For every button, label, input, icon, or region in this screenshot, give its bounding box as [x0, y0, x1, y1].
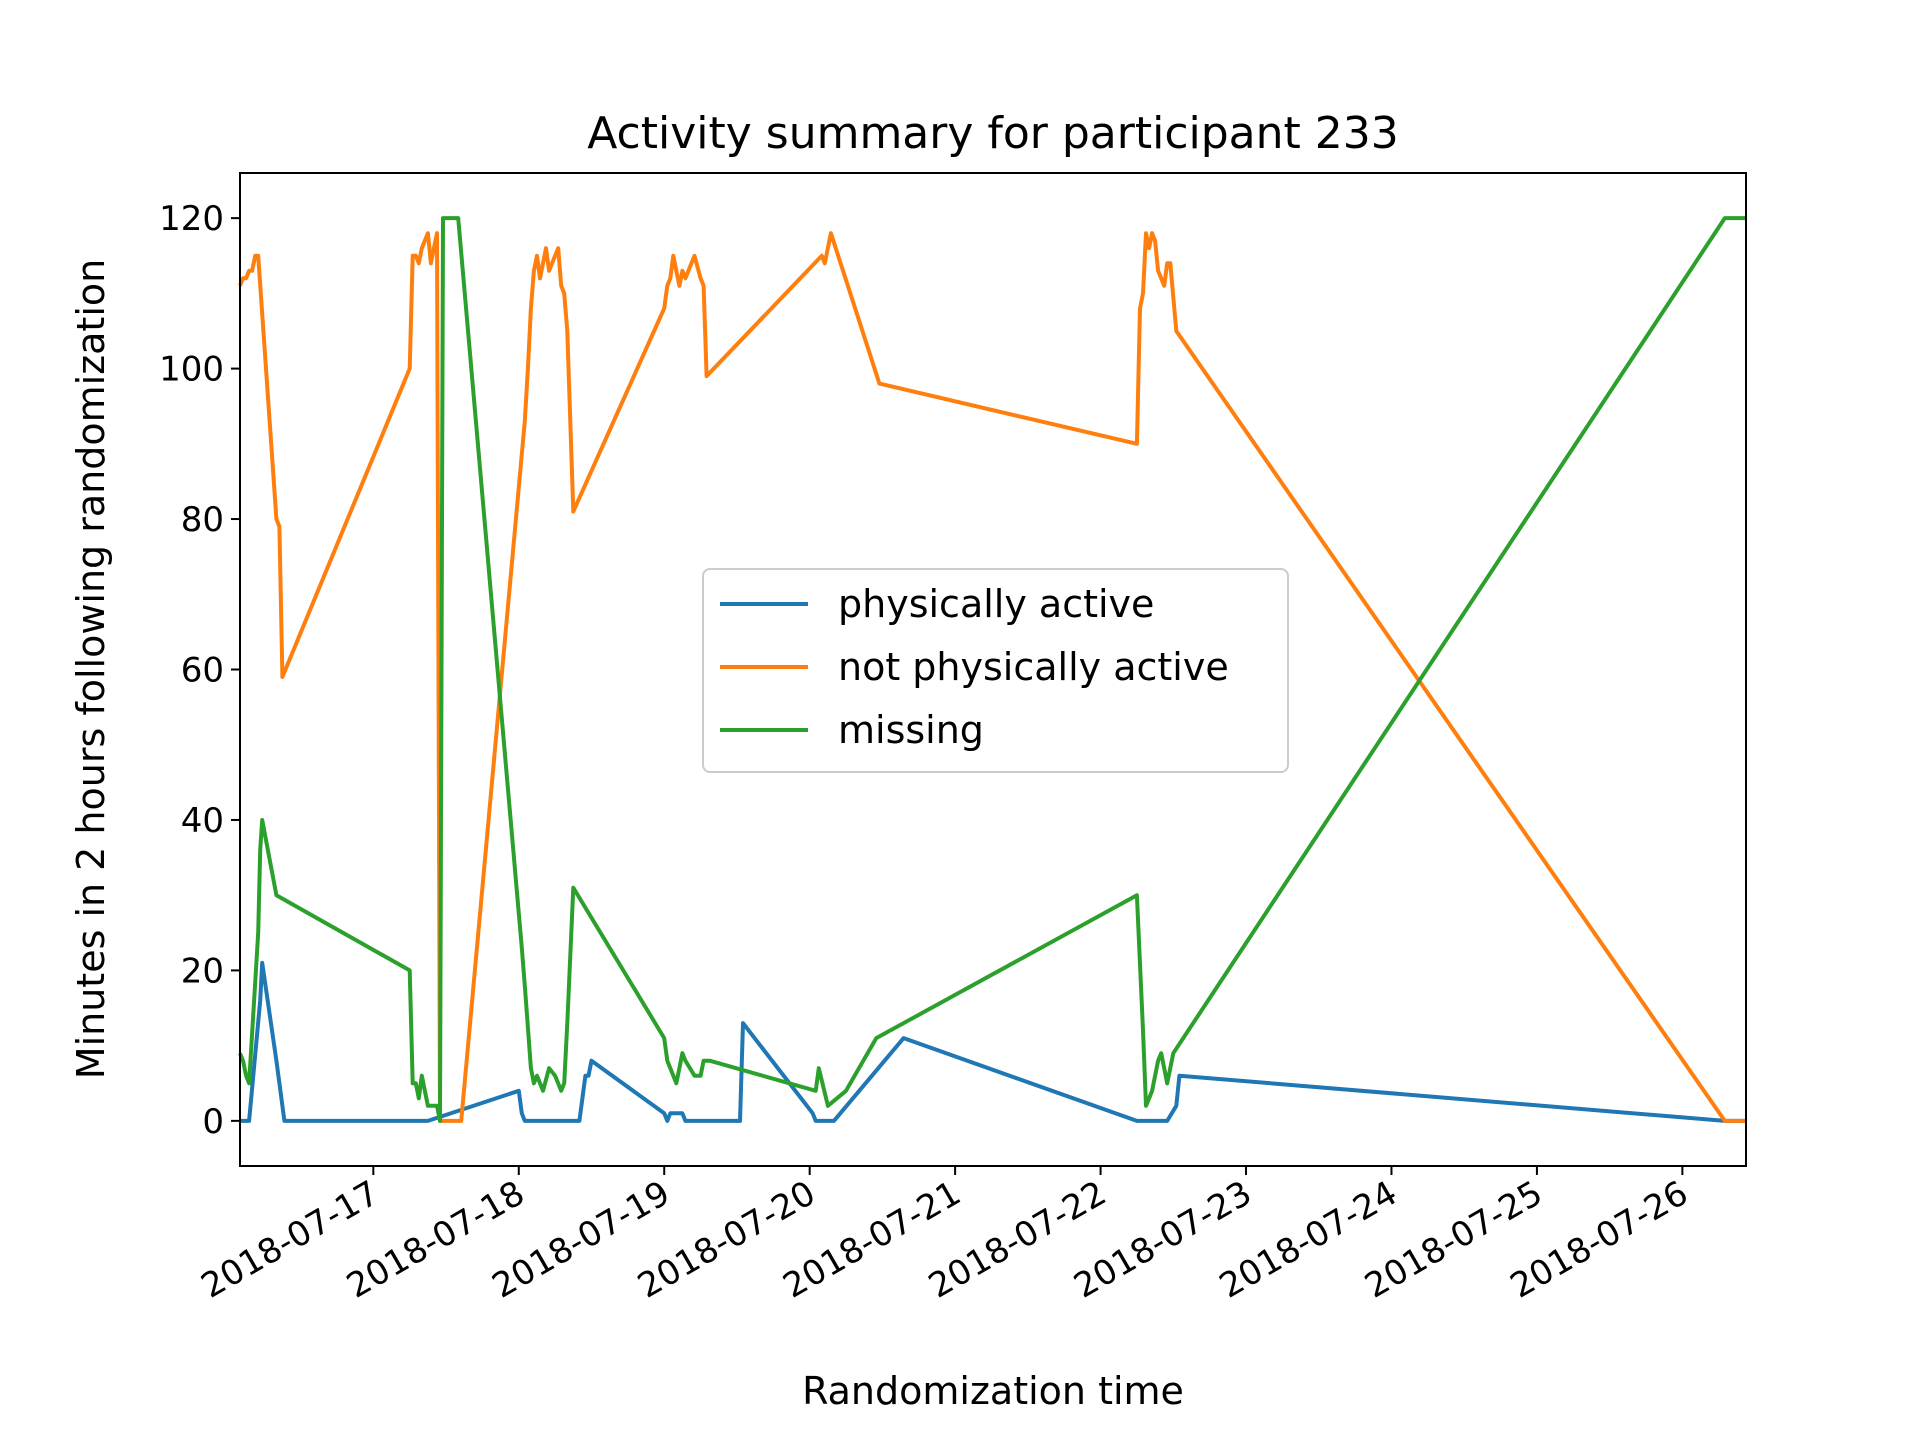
series-line-physically-active: [240, 960, 1746, 1123]
series-line-missing: [238, 216, 1746, 1123]
legend: physically active not physically active …: [702, 568, 1289, 773]
y-axis: 0 20 40 60 80 100 120: [159, 199, 240, 1142]
y-tick-label: 0: [202, 1102, 224, 1142]
y-axis-label: Minutes in 2 hours following randomizati…: [69, 259, 113, 1079]
legend-label-missing: missing: [838, 708, 984, 752]
series-line-not-physically-active: [238, 231, 1746, 1123]
y-tick-label: 20: [181, 951, 224, 991]
y-tick-label: 60: [181, 651, 224, 691]
legend-label-not-physically-active: not physically active: [838, 645, 1229, 689]
series-layer: [238, 216, 1746, 1123]
legend-label-physically-active: physically active: [838, 582, 1154, 626]
y-tick-label: 100: [159, 350, 224, 390]
chart-title: Activity summary for participant 233: [587, 108, 1399, 159]
legend-box: [702, 568, 1289, 773]
y-tick-label: 40: [181, 801, 224, 841]
y-tick-label: 80: [181, 500, 224, 540]
y-tick-label: 120: [159, 199, 224, 239]
x-axis-label: Randomization time: [802, 1369, 1184, 1413]
